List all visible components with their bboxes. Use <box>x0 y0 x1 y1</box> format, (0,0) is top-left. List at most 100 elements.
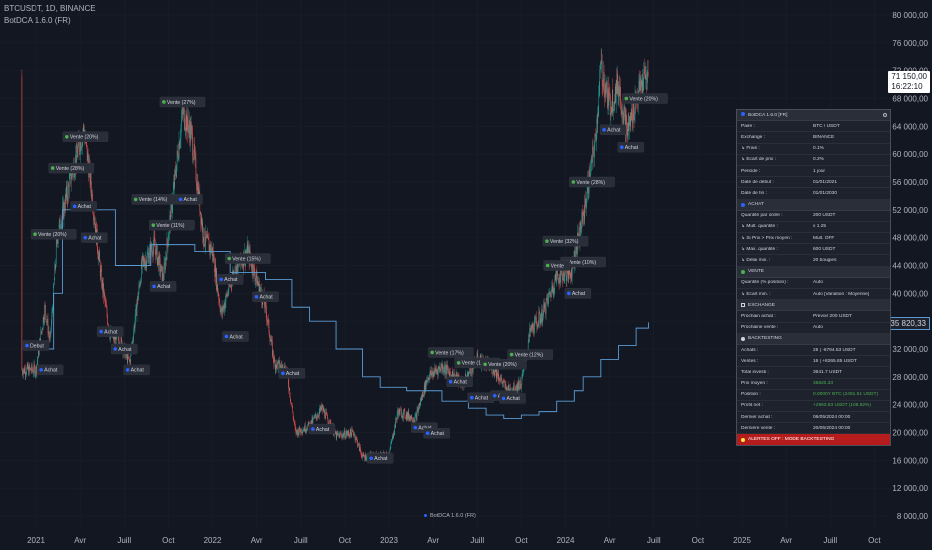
candle-body <box>621 108 622 115</box>
candle-body <box>166 257 167 260</box>
sell-marker[interactable]: Vente (12%) <box>507 349 554 360</box>
candle-body <box>539 313 541 323</box>
candle-body <box>531 324 533 331</box>
candle-body <box>25 373 27 375</box>
bottom-indicator-legend[interactable]: BotDCA 1.6.0 (FR) <box>424 513 476 519</box>
sell-marker[interactable]: Vente (27%) <box>159 96 206 108</box>
candle-body <box>22 372 24 375</box>
candle-body <box>504 382 506 389</box>
candle-body <box>428 379 430 381</box>
buy-marker[interactable]: Achat <box>176 194 203 205</box>
candle-body <box>624 106 625 108</box>
candle-body <box>399 409 401 415</box>
buy-marker[interactable]: Achat <box>499 393 526 404</box>
sell-dot-icon <box>33 232 37 236</box>
buy-marker[interactable]: Achat <box>70 201 97 212</box>
sell-marker[interactable]: Vente (20%) <box>62 131 109 142</box>
sell-marker[interactable]: Vente (15%) <box>224 253 271 264</box>
sell-marker[interactable]: Vente (32%) <box>542 235 589 247</box>
candle-body <box>36 364 38 374</box>
buy-marker[interactable]: Achat <box>149 281 177 292</box>
candle-body <box>231 284 232 286</box>
candle-body <box>247 244 248 258</box>
candle-body <box>517 382 519 389</box>
sell-marker[interactable]: Vente (20%) <box>622 93 668 104</box>
settings-icon[interactable] <box>883 113 887 118</box>
buy-marker[interactable]: Achat <box>599 124 627 136</box>
candle-body <box>360 446 361 451</box>
candle-body <box>136 304 137 316</box>
buy-marker[interactable]: Achat <box>123 364 150 376</box>
candle-body <box>225 301 226 308</box>
candle-body <box>21 76 23 370</box>
buy-marker[interactable]: Achat <box>423 427 450 439</box>
candle-body <box>643 81 644 92</box>
buy-dot-icon <box>125 368 130 372</box>
candle-body <box>560 266 561 283</box>
sell-marker[interactable]: Vente (11%) <box>149 219 195 231</box>
candle-body <box>115 335 116 345</box>
candle-body <box>49 335 50 339</box>
candle-body <box>550 291 551 296</box>
buy-marker[interactable]: Achat <box>278 368 306 379</box>
candle-body <box>25 369 26 376</box>
buy-marker[interactable]: Achat <box>81 232 108 243</box>
candle-body <box>143 259 145 265</box>
candle-body <box>246 244 248 254</box>
symbol-title[interactable]: BTCUSDT, 1D, BINANCE <box>4 4 96 13</box>
candle-body <box>188 119 189 127</box>
candle-body <box>224 303 226 308</box>
candle-body <box>290 396 291 399</box>
candle-body <box>52 309 54 311</box>
candle-body <box>278 360 279 362</box>
sell-marker[interactable]: Vente (20%) <box>30 228 77 240</box>
buy-marker[interactable]: Achat <box>222 331 249 342</box>
buy-marker[interactable]: Debut <box>22 340 50 351</box>
buy-marker[interactable]: Achat <box>366 453 394 464</box>
candle-body <box>214 257 215 272</box>
buy-marker[interactable]: Achat <box>308 423 336 435</box>
candle-body <box>591 156 593 163</box>
buy-dot-icon <box>224 334 229 339</box>
candle-body <box>568 265 569 279</box>
candle-body <box>321 405 323 407</box>
table-title: BotDCA 1.6.0 [FR] <box>737 110 890 122</box>
buy-marker[interactable]: Achat <box>467 392 494 403</box>
buy-marker[interactable]: Achat <box>36 364 64 376</box>
sell-marker[interactable]: Vente <box>543 260 570 271</box>
candle-body <box>549 292 550 295</box>
candle-body <box>603 72 604 87</box>
buy-marker[interactable]: Achat <box>111 343 138 355</box>
sell-marker[interactable]: Vente (20%) <box>480 359 527 370</box>
candle-body <box>437 367 439 376</box>
indicator-title[interactable]: BotDCA 1.6.0 (FR) <box>4 16 71 25</box>
candle-body <box>401 410 402 418</box>
candle-body <box>120 337 122 348</box>
sell-marker[interactable]: Vente (28%) <box>48 162 95 174</box>
buy-marker[interactable]: Achat <box>216 274 244 285</box>
candle-body <box>256 270 257 278</box>
buy-marker[interactable]: Achat <box>446 376 473 387</box>
candle-body <box>412 420 413 423</box>
marker-box <box>446 376 473 387</box>
marker-label: Vente <box>551 263 564 269</box>
buy-marker[interactable]: Achat <box>96 326 124 337</box>
candle-body <box>422 391 424 397</box>
candle-body <box>313 417 315 419</box>
buy-dot-icon <box>501 396 506 401</box>
buy-marker[interactable]: Achat <box>564 288 592 299</box>
buy-marker[interactable]: Achat <box>252 291 279 303</box>
buy-marker[interactable]: Achat <box>617 142 645 153</box>
sell-marker[interactable]: Vente (14%) <box>131 194 178 205</box>
row-value: 20/05/2024 00:00 <box>813 425 851 431</box>
candle-body <box>497 375 498 379</box>
candle-body <box>505 384 507 388</box>
sell-marker[interactable]: Vente (17%) <box>427 347 474 358</box>
marker-label: Achat <box>44 368 58 374</box>
candle-body <box>353 434 355 436</box>
candle-body <box>564 269 566 278</box>
candle-body <box>303 428 305 431</box>
candle-body <box>305 429 307 432</box>
marker-label: Achat <box>157 284 171 290</box>
sell-marker[interactable]: Vente (28%) <box>569 176 615 188</box>
